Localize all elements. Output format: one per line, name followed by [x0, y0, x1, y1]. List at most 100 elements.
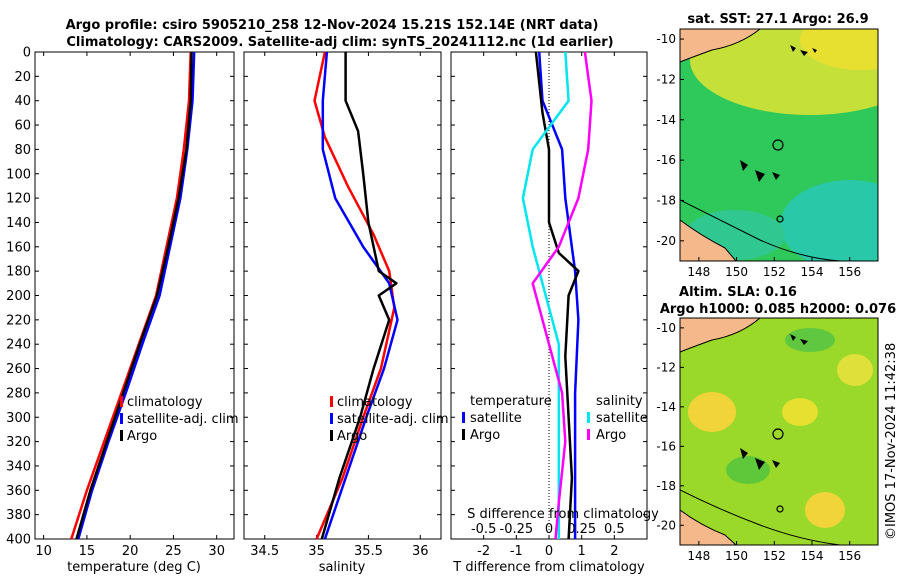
temperature-xlabel: temperature (deg C) [67, 560, 201, 575]
s-tick-label-4: 0.5 [604, 522, 625, 537]
m-sst-ytick-label-3: -16 [656, 153, 676, 167]
m-sla-xtick-label-4: 156 [838, 549, 861, 563]
m-sst-ytick-label-0: -10 [656, 32, 676, 46]
depth-label-0: 0 [23, 46, 31, 61]
sst-land-south [680, 219, 737, 261]
depth-label-10: 200 [6, 289, 31, 304]
m-sst-ytick-label-5: -20 [656, 234, 676, 248]
sal-series-climatology [313, 51, 396, 540]
diff-legend-t-satellite: satellite [470, 411, 522, 426]
sla-high-2 [782, 398, 818, 426]
difference-legend: temperature satellite Argo salinity sate… [462, 394, 648, 443]
sal-series-satellite-adj-clim [321, 51, 399, 540]
depth-label-4: 80 [14, 143, 31, 158]
depth-label-9: 180 [6, 265, 31, 280]
figure-title-line2: Climatology: CARS2009. Satellite-adj cli… [66, 35, 613, 50]
sla-map-frame [679, 317, 879, 546]
s-tick-label-2: 0 [545, 522, 553, 537]
sla-map-subtitle: Argo h1000: 0.085 h2000: 0.076 [660, 302, 896, 317]
diff-series-salinity-satellite [521, 51, 570, 539]
sst-map-frame [679, 28, 879, 262]
m-sst-xtick-label-3: 154 [801, 265, 824, 279]
sst-reef-edge [680, 199, 841, 261]
depth-label-11: 220 [6, 313, 31, 328]
salinity-panel: 34.5 35 35.5 36 salinity climatology satell… [243, 51, 449, 575]
m-sla-ytick-label-4: -18 [656, 479, 676, 493]
sal-xtick-label-0: 34.5 [250, 544, 279, 559]
sal-legend-argo: Argo [337, 429, 367, 444]
temperature-panel: 10 15 20 25 30020406080100120140160180200220… [6, 46, 238, 576]
s-tick-label-3: 0.25 [567, 522, 596, 537]
diff-xtick-label-2: 0 [545, 544, 553, 559]
sla-low-1 [726, 456, 770, 484]
diff-legend-temperature-title: temperature [470, 394, 552, 409]
sla-low-2 [785, 328, 835, 352]
diff-xtick-label-4: 2 [610, 544, 618, 559]
sal-xtick-label-1: 35 [308, 544, 325, 559]
sal-series-argo [320, 52, 398, 540]
depth-label-15: 300 [6, 411, 31, 426]
sla-land-north [680, 318, 761, 353]
m-sst-ytick-label-2: -14 [656, 113, 676, 127]
diff-series-temperature-argo [534, 51, 580, 540]
diff-xtick-label-1: -1 [510, 544, 523, 559]
sst-map-title: sat. SST: 27.1 Argo: 26.9 [687, 12, 868, 27]
temp-xtick-label-4: 30 [208, 544, 225, 559]
difference-xlabel: T difference from climatology [452, 560, 645, 575]
m-sst-xtick-label-1: 150 [725, 265, 748, 279]
depth-label-20: 400 [6, 533, 31, 548]
depth-label-16: 320 [6, 435, 31, 450]
m-sla-ytick-label-1: -12 [656, 360, 676, 374]
sla-map-panel: Altim. SLA: 0.16 Argo h1000: 0.085 h2000… [656, 285, 896, 563]
sst-profile-marker [772, 139, 784, 151]
m-sla-xtick-label-0: 148 [687, 549, 710, 563]
salinity-axes-frame [243, 51, 442, 540]
temp-xtick-label-2: 20 [122, 544, 139, 559]
salinity-legend: climatology satellite-adj. clim Argo [330, 395, 449, 444]
s-difference-label: S difference from climatology [467, 507, 659, 522]
m-sst-ytick-label-4: -18 [656, 193, 676, 207]
depth-label-19: 380 [6, 508, 31, 523]
temp-series-argo [75, 51, 193, 540]
figure-title-line1: Argo profile: csiro 5905210_258 12-Nov-2… [66, 18, 599, 33]
m-sla-xtick-label-3: 154 [801, 549, 824, 563]
m-sla-ytick-label-2: -14 [656, 400, 676, 414]
temp-xtick-label-0: 10 [35, 544, 52, 559]
depth-label-6: 120 [6, 192, 31, 207]
diff-series-salinity-argo [531, 51, 593, 540]
depth-label-13: 260 [6, 362, 31, 377]
diff-legend-salinity-title: salinity [596, 394, 643, 409]
depth-label-14: 280 [6, 386, 31, 401]
temp-legend-satellite: satellite-adj. clim [127, 412, 239, 427]
depth-label-5: 100 [6, 167, 31, 182]
diff-xtick-label-3: 1 [578, 544, 586, 559]
sal-xtick-label-2: 35.5 [354, 544, 383, 559]
m-sst-xtick-label-0: 148 [687, 265, 710, 279]
sla-reef-edge [680, 489, 841, 545]
m-sst-ytick-label-1: -12 [656, 72, 676, 86]
s-tick-label-0: -0.5 [471, 522, 496, 537]
imos-watermark: ©IMOS 17-Nov-2024 11:42:38 [884, 343, 899, 540]
sla-map-title: Altim. SLA: 0.16 [679, 285, 797, 300]
temp-legend-climatology: climatology [127, 395, 203, 410]
diff-legend-s-argo: Argo [596, 428, 626, 443]
sal-legend-climatology: climatology [337, 395, 413, 410]
sst-cool-patch [780, 180, 878, 261]
temp-xtick-label-1: 15 [79, 544, 96, 559]
sal-xtick-label-3: 36 [412, 544, 429, 559]
depth-label-7: 140 [6, 216, 31, 231]
m-sla-ytick-label-0: -10 [656, 321, 676, 335]
depth-label-12: 240 [6, 338, 31, 353]
temp-xtick-label-3: 25 [165, 544, 182, 559]
sla-high-3 [805, 492, 845, 528]
sst-land-north [680, 29, 761, 63]
m-sst-xtick-label-4: 156 [838, 265, 861, 279]
temp-legend-argo: Argo [127, 429, 157, 444]
depth-label-18: 360 [6, 484, 31, 499]
diff-legend-t-argo: Argo [470, 428, 500, 443]
m-sst-xtick-label-2: 152 [763, 265, 786, 279]
temperature-legend: climatology satellite-adj. clim Argo [120, 395, 239, 444]
depth-label-8: 160 [6, 240, 31, 255]
depth-label-1: 20 [14, 70, 31, 85]
